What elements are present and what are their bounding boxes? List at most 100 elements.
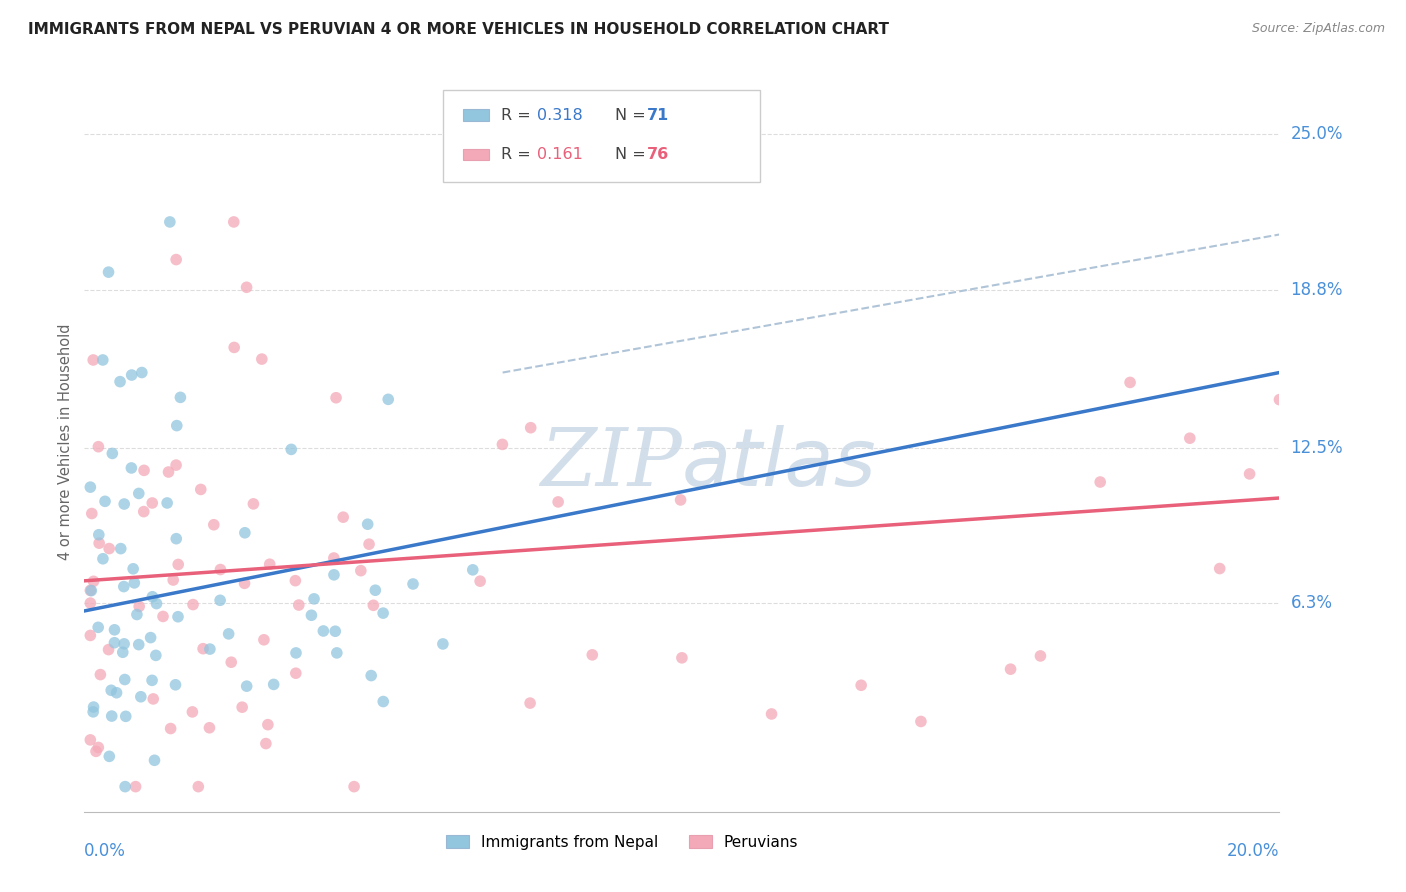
- Point: [87, 440, 110, 454]
- Point: [285, 646, 308, 660]
- Point: [139, 631, 162, 645]
- Point: [125, 607, 148, 622]
- Point: [103, 623, 125, 637]
- Point: [402, 577, 425, 591]
- Point: [169, 390, 191, 404]
- Point: [98, 749, 121, 764]
- Point: [198, 642, 221, 657]
- Point: [91, 353, 114, 368]
- Point: [259, 558, 281, 572]
- Point: [325, 391, 347, 405]
- Point: [257, 717, 280, 731]
- Point: [187, 780, 209, 794]
- Point: [350, 564, 373, 578]
- Point: [1090, 475, 1112, 489]
- Point: [1029, 648, 1052, 663]
- Point: [141, 673, 163, 688]
- Point: [159, 722, 181, 736]
- Point: [97, 642, 120, 657]
- Point: [233, 525, 256, 540]
- Text: 0.0%: 0.0%: [84, 842, 127, 860]
- Point: [105, 686, 128, 700]
- Point: [108, 375, 131, 389]
- Point: [332, 510, 354, 524]
- Point: [111, 645, 134, 659]
- Point: [129, 690, 152, 704]
- Point: [80, 583, 103, 598]
- Point: [671, 650, 693, 665]
- Text: 18.8%: 18.8%: [1291, 281, 1343, 299]
- Text: Source: ZipAtlas.com: Source: ZipAtlas.com: [1251, 22, 1385, 36]
- Text: 20.0%: 20.0%: [1227, 842, 1279, 860]
- Legend: Immigrants from Nepal, Peruvians: Immigrants from Nepal, Peruvians: [440, 829, 804, 856]
- Point: [100, 709, 122, 723]
- Point: [343, 780, 366, 794]
- Text: 12.5%: 12.5%: [1291, 439, 1343, 457]
- Point: [83, 700, 105, 714]
- Point: [181, 705, 204, 719]
- Point: [100, 683, 122, 698]
- Point: [143, 753, 166, 767]
- Point: [1239, 467, 1261, 481]
- Text: 71: 71: [647, 108, 669, 122]
- Point: [157, 465, 180, 479]
- Point: [432, 637, 454, 651]
- Text: R =: R =: [502, 108, 536, 122]
- Point: [1268, 392, 1291, 407]
- Point: [166, 418, 188, 433]
- Point: [235, 280, 257, 294]
- Point: [165, 458, 187, 472]
- Point: [128, 638, 150, 652]
- Point: [132, 463, 155, 477]
- Point: [80, 507, 103, 521]
- Point: [87, 620, 110, 634]
- Point: [79, 583, 101, 598]
- Point: [581, 648, 603, 662]
- Point: [250, 352, 273, 367]
- Point: [112, 580, 135, 594]
- Y-axis label: 4 or more Vehicles in Household: 4 or more Vehicles in Household: [58, 323, 73, 560]
- Point: [120, 461, 142, 475]
- Point: [156, 496, 179, 510]
- Point: [468, 574, 491, 589]
- Point: [145, 597, 167, 611]
- Point: [357, 517, 380, 532]
- Point: [323, 624, 346, 639]
- Point: [165, 252, 187, 267]
- Text: N =: N =: [614, 108, 651, 122]
- Point: [1119, 376, 1142, 390]
- Point: [761, 706, 783, 721]
- Point: [322, 551, 344, 566]
- Point: [373, 606, 395, 620]
- Point: [128, 486, 150, 500]
- Point: [167, 558, 190, 572]
- Point: [141, 496, 163, 510]
- Text: 0.318: 0.318: [537, 108, 583, 122]
- Text: IMMIGRANTS FROM NEPAL VS PERUVIAN 4 OR MORE VEHICLES IN HOUSEHOLD CORRELATION CH: IMMIGRANTS FROM NEPAL VS PERUVIAN 4 OR M…: [28, 22, 889, 37]
- Point: [209, 593, 232, 607]
- Point: [222, 215, 245, 229]
- Point: [103, 636, 125, 650]
- Point: [235, 679, 257, 693]
- Point: [84, 744, 107, 758]
- Point: [181, 598, 204, 612]
- Point: [198, 721, 221, 735]
- Point: [284, 666, 307, 681]
- Point: [910, 714, 932, 729]
- Point: [89, 536, 111, 550]
- Bar: [463, 110, 489, 120]
- Point: [284, 574, 307, 588]
- Point: [91, 551, 114, 566]
- Point: [82, 353, 104, 368]
- Point: [79, 732, 101, 747]
- Point: [124, 780, 146, 794]
- Point: [114, 780, 136, 794]
- Point: [167, 609, 190, 624]
- Point: [357, 537, 380, 551]
- Point: [491, 437, 513, 451]
- Point: [152, 609, 174, 624]
- Point: [263, 677, 285, 691]
- Text: 25.0%: 25.0%: [1291, 125, 1343, 143]
- Text: N =: N =: [614, 147, 651, 161]
- Point: [363, 599, 385, 613]
